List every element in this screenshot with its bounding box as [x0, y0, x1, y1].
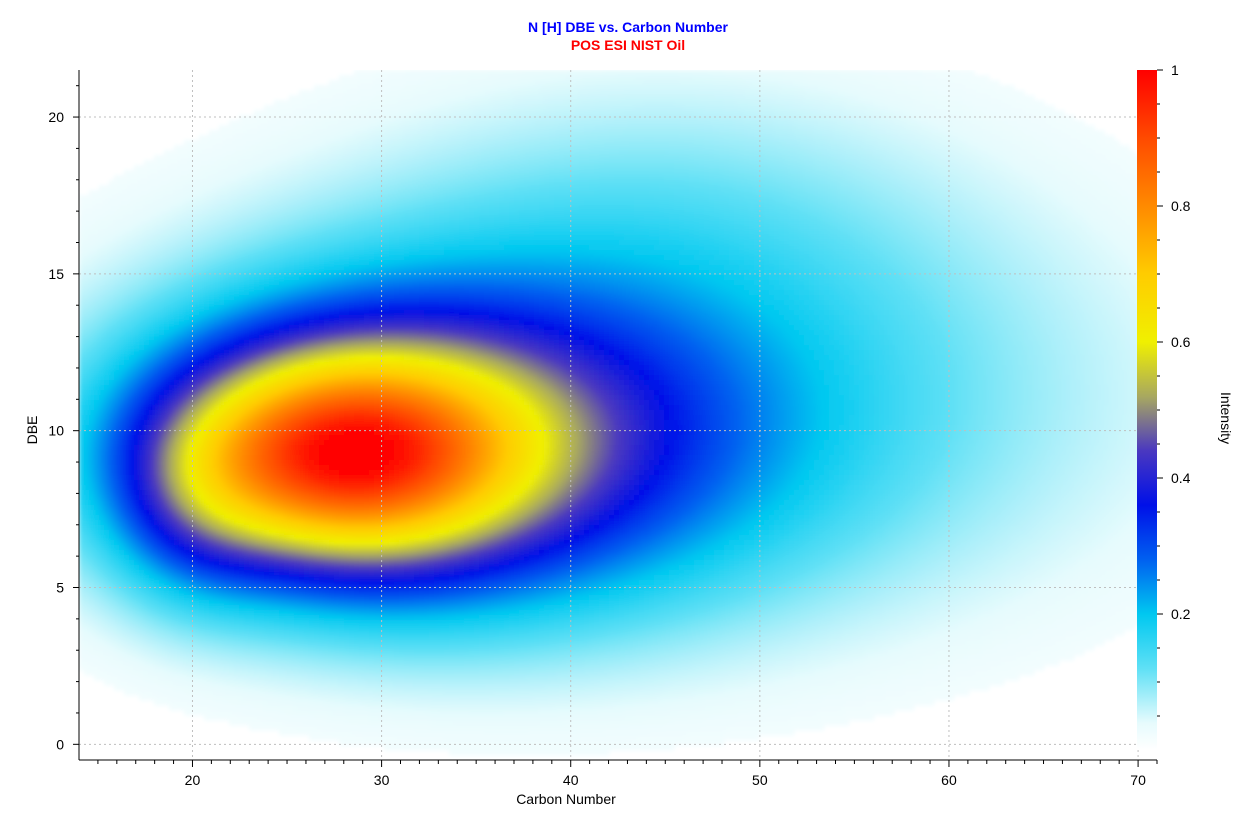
- colorbar-tick-label: 0.4: [1171, 470, 1191, 486]
- x-tick-label: 40: [563, 772, 579, 788]
- colorbar: 0.2 0.4 0.6 0.8 1: [1137, 62, 1191, 750]
- y-axis-label: DBE: [24, 416, 40, 445]
- x-tick-label: 20: [185, 772, 201, 788]
- axes: 20 30 40 50 60 70 0 5 10 15 20: [48, 70, 1158, 788]
- chart-subtitle: POS ESI NIST Oil: [571, 37, 685, 53]
- y-tick-label: 10: [48, 423, 64, 439]
- colorbar-tick-label: 0.8: [1171, 198, 1191, 214]
- x-tick-label: 50: [752, 772, 768, 788]
- colorbar-tick-label: 0.6: [1171, 334, 1191, 350]
- y-tick-label: 20: [48, 109, 64, 125]
- x-axis-label: Carbon Number: [516, 791, 616, 807]
- x-tick-label: 60: [941, 772, 957, 788]
- y-tick-label: 0: [56, 736, 64, 752]
- colorbar-tick-label: 1: [1171, 62, 1179, 78]
- colorbar-tick-label: 0.2: [1171, 606, 1191, 622]
- colorbar-label: Intensity: [1218, 392, 1234, 444]
- x-tick-label: 70: [1130, 772, 1146, 788]
- y-tick-label: 5: [56, 580, 64, 596]
- chart-title: N [H] DBE vs. Carbon Number: [528, 19, 728, 35]
- heatmap-surface: [79, 70, 1157, 756]
- y-tick-label: 15: [48, 266, 64, 282]
- x-tick-label: 30: [374, 772, 390, 788]
- colorbar-gradient: [1137, 70, 1157, 750]
